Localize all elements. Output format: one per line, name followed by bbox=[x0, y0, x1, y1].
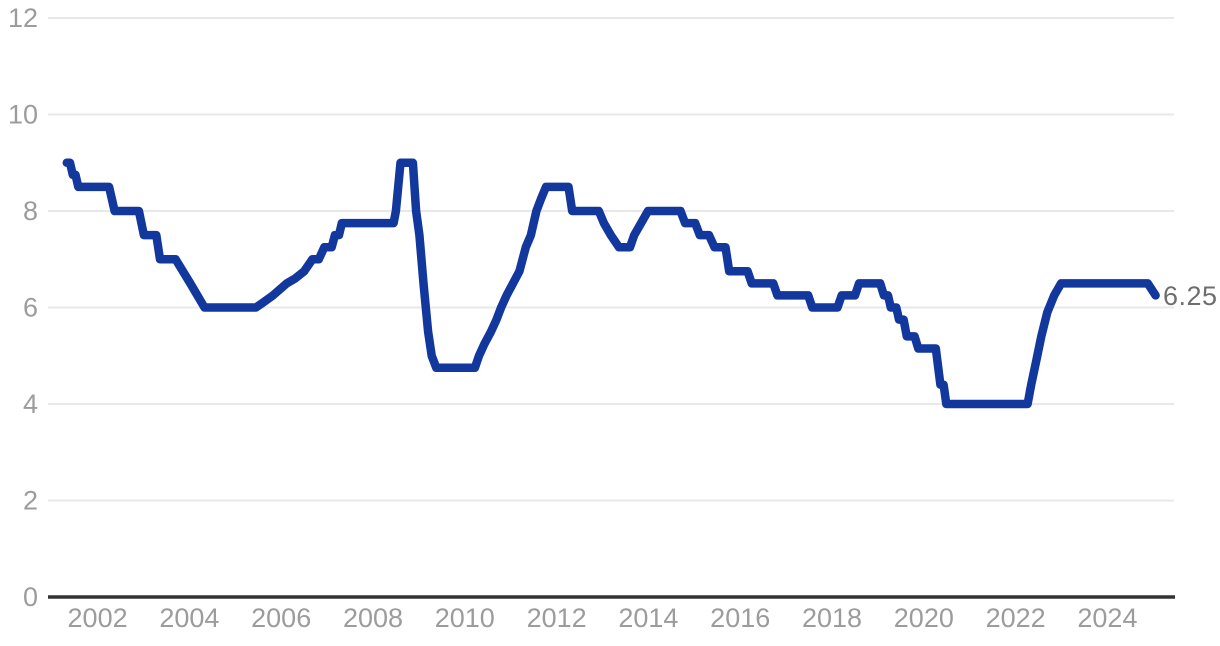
x-axis-tick-label: 2008 bbox=[343, 603, 403, 633]
y-axis-tick-label: 8 bbox=[23, 196, 38, 226]
x-axis-tick-label: 2018 bbox=[802, 603, 862, 633]
y-axis-tick-label: 12 bbox=[8, 3, 38, 33]
x-axis-tick-label: 2016 bbox=[710, 603, 770, 633]
y-axis-tick-label: 10 bbox=[8, 100, 38, 130]
y-axis-tick-label: 0 bbox=[23, 582, 38, 612]
x-axis-tick-label: 2020 bbox=[894, 603, 954, 633]
x-axis-tick-label: 2002 bbox=[68, 603, 128, 633]
x-axis-tick-label: 2012 bbox=[527, 603, 587, 633]
y-axis-tick-label: 4 bbox=[23, 389, 38, 419]
x-axis-tick-label: 2010 bbox=[435, 603, 495, 633]
x-axis-tick-label: 2006 bbox=[251, 603, 311, 633]
rate-line-series bbox=[62, 158, 1160, 409]
end-value-label: 6.25 bbox=[1163, 281, 1218, 311]
y-axis-tick-label: 2 bbox=[23, 486, 38, 516]
y-axis-tick-label: 6 bbox=[23, 293, 38, 323]
x-axis-tick-label: 2024 bbox=[1077, 603, 1137, 633]
x-axis-tick-label: 2014 bbox=[618, 603, 678, 633]
x-axis-tick-label: 2004 bbox=[159, 603, 219, 633]
x-axis-tick-label: 2022 bbox=[986, 603, 1046, 633]
